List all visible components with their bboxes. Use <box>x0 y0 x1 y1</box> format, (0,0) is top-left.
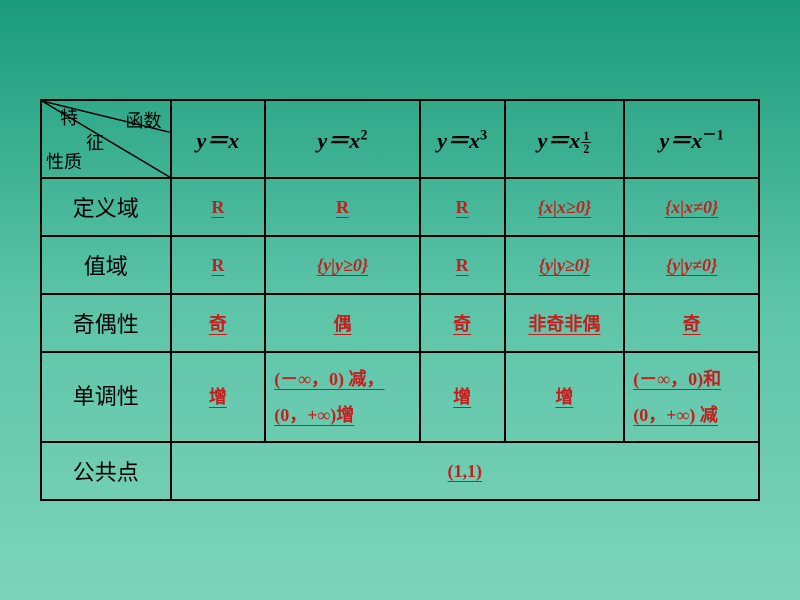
monotone-c4: 增 <box>505 352 625 442</box>
monotone-c5: (－∞，0)和 (0，+∞) 减 <box>624 352 759 442</box>
range-c3: R <box>420 236 505 294</box>
range-label: 值域 <box>41 236 171 294</box>
col-header-5: y＝x－1 <box>624 100 759 178</box>
domain-c1: R <box>171 178 266 236</box>
common-row: 公共点 (1,1) <box>41 442 759 500</box>
range-row: 值域 R {y|y≥0} R {y|y≥0} {y|y≠0} <box>41 236 759 294</box>
range-c2: {y|y≥0} <box>265 236 420 294</box>
parity-c4: 非奇非偶 <box>505 294 625 352</box>
monotone-c2: (－∞，0) 减， (0，+∞)增 <box>265 352 420 442</box>
range-c1: R <box>171 236 266 294</box>
domain-row: 定义域 R R R {x|x≥0} {x|x≠0} <box>41 178 759 236</box>
corner-top: 函数 <box>126 107 162 133</box>
parity-label: 奇偶性 <box>41 294 171 352</box>
col-header-3: y＝x3 <box>420 100 505 178</box>
range-c4: {y|y≥0} <box>505 236 625 294</box>
parity-c5: 奇 <box>624 294 759 352</box>
parity-c2: 偶 <box>265 294 420 352</box>
parity-c3: 奇 <box>420 294 505 352</box>
main-table: 特 函数 征 性质 y＝x y＝x2 y＝x3 y＝x12 y＝x－1 定义域 … <box>40 99 760 501</box>
domain-c5: {x|x≠0} <box>624 178 759 236</box>
monotone-c3: 增 <box>420 352 505 442</box>
power-function-table: 特 函数 征 性质 y＝x y＝x2 y＝x3 y＝x12 y＝x－1 定义域 … <box>40 99 760 501</box>
monotone-label: 单调性 <box>41 352 171 442</box>
col-header-2: y＝x2 <box>265 100 420 178</box>
corner-cell: 特 函数 征 性质 <box>41 100 171 178</box>
monotone-row: 单调性 增 (－∞，0) 减， (0，+∞)增 增 增 (－∞，0)和 (0，+… <box>41 352 759 442</box>
col-header-4: y＝x12 <box>505 100 625 178</box>
corner-mid: 特 <box>60 104 78 130</box>
header-row: 特 函数 征 性质 y＝x y＝x2 y＝x3 y＝x12 y＝x－1 <box>41 100 759 178</box>
col-header-1: y＝x <box>171 100 266 178</box>
domain-c4: {x|x≥0} <box>505 178 625 236</box>
common-label: 公共点 <box>41 442 171 500</box>
domain-c3: R <box>420 178 505 236</box>
monotone-c1: 增 <box>171 352 266 442</box>
parity-c1: 奇 <box>171 294 266 352</box>
range-c5: {y|y≠0} <box>624 236 759 294</box>
domain-label: 定义域 <box>41 178 171 236</box>
parity-row: 奇偶性 奇 偶 奇 非奇非偶 奇 <box>41 294 759 352</box>
common-value: (1,1) <box>171 442 759 500</box>
domain-c2: R <box>265 178 420 236</box>
corner-midsuffix: 征 <box>86 129 104 155</box>
corner-bottom: 性质 <box>46 148 82 174</box>
